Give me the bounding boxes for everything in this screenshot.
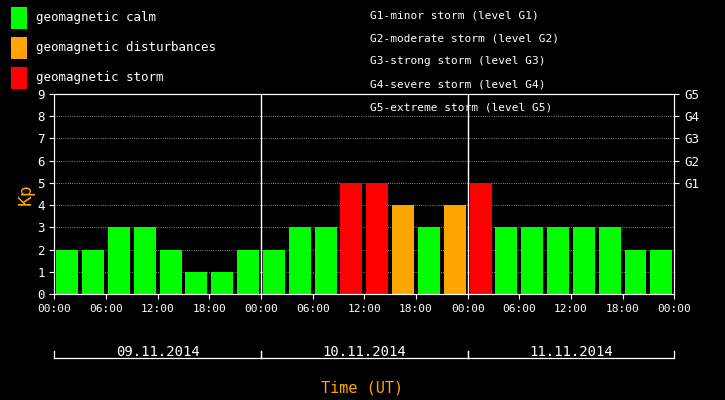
Bar [599,227,621,294]
Bar [521,227,543,294]
Bar [444,205,465,294]
Bar [134,227,156,294]
Bar [263,250,285,294]
Text: G3-strong storm (level G3): G3-strong storm (level G3) [370,56,545,66]
Bar [470,183,492,294]
Bar [108,227,130,294]
Text: G1-minor storm (level G1): G1-minor storm (level G1) [370,10,539,20]
Text: geomagnetic disturbances: geomagnetic disturbances [36,42,215,54]
Bar [289,227,311,294]
Y-axis label: Kp: Kp [17,183,34,205]
Bar [57,250,78,294]
Bar [495,227,518,294]
Text: Time (UT): Time (UT) [321,380,404,395]
Bar [366,183,388,294]
Bar [237,250,259,294]
Bar [315,227,336,294]
Text: 10.11.2014: 10.11.2014 [323,345,406,359]
Bar [82,250,104,294]
Bar [573,227,594,294]
Bar [624,250,647,294]
Bar [547,227,569,294]
Bar [650,250,672,294]
Bar [211,272,233,294]
Bar [392,205,414,294]
Text: G2-moderate storm (level G2): G2-moderate storm (level G2) [370,33,559,43]
Bar [418,227,440,294]
Text: G5-extreme storm (level G5): G5-extreme storm (level G5) [370,103,552,113]
Bar [160,250,181,294]
Bar [186,272,207,294]
Text: 09.11.2014: 09.11.2014 [116,345,199,359]
Bar [341,183,362,294]
Text: geomagnetic calm: geomagnetic calm [36,12,156,24]
Text: G4-severe storm (level G4): G4-severe storm (level G4) [370,80,545,90]
Text: 11.11.2014: 11.11.2014 [529,345,613,359]
Text: geomagnetic storm: geomagnetic storm [36,72,163,84]
